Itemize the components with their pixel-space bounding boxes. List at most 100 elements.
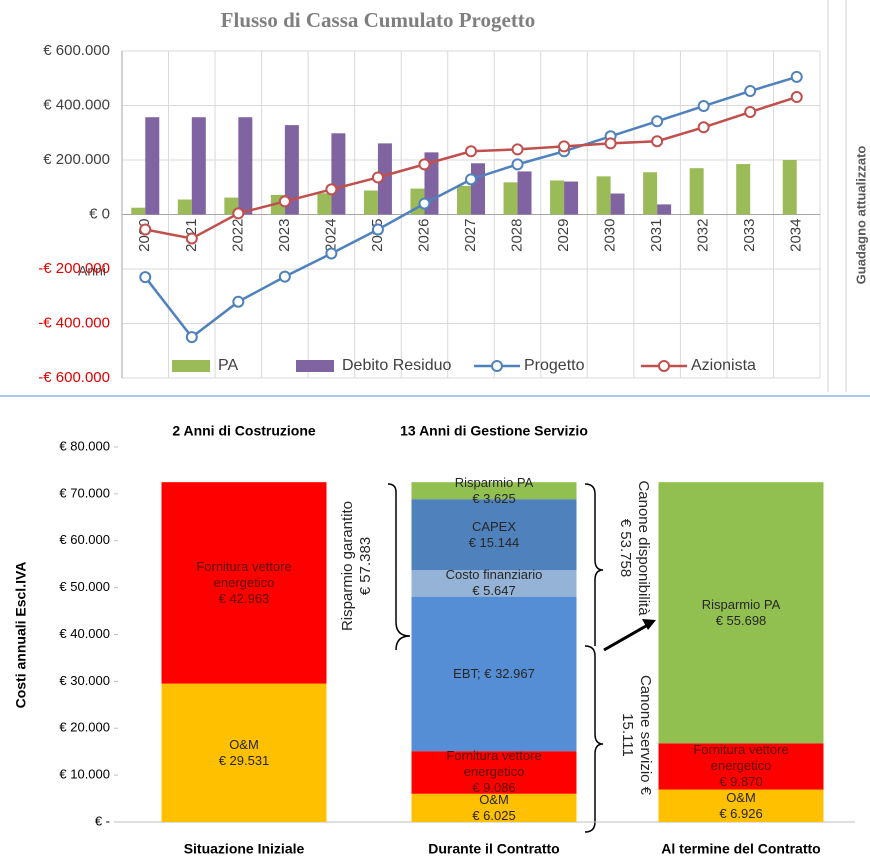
point (185, 331, 198, 344)
bar (471, 163, 485, 215)
y-tick-label: € 50.000 (59, 579, 110, 594)
segment-value: € 55.698 (715, 612, 767, 628)
legend-swatch (296, 360, 334, 372)
y-tick-label: € 0 (89, 205, 110, 222)
bar (238, 117, 253, 215)
bar (177, 199, 192, 215)
point (511, 143, 524, 156)
segment-value: € 29.531 (218, 752, 270, 768)
legend-label: Progetto (524, 357, 585, 374)
y-tick-label: € 600.000 (43, 42, 110, 59)
annotation: Risparmio garantito € 57.383 (339, 500, 374, 632)
column-header: 13 Anni di Gestione Servizio (400, 423, 588, 439)
bar (782, 160, 797, 215)
segment-label: Fornitura vettore energetico € 9.870 (666, 742, 816, 790)
bar (736, 164, 751, 215)
legend-label: Debito Residuo (342, 357, 452, 374)
x-tick-label: 2032 (695, 219, 712, 252)
segment-name: Risparmio PA (701, 596, 781, 612)
x-axis-label: Anni (78, 263, 106, 279)
point (744, 106, 757, 119)
arrow (603, 624, 647, 652)
bar (596, 176, 611, 215)
y-axis-label: Costi annuali Escl.IVA (13, 562, 29, 709)
annotation: Canone servizio € 15.111 (619, 674, 654, 796)
column-header: 2 Anni di Costruzione (172, 423, 316, 439)
y-tick-label: -€ 200.000 (38, 260, 110, 277)
x-tick-label: 2033 (741, 219, 758, 252)
point (465, 145, 477, 158)
segment-name: O&M (479, 791, 509, 807)
segment-value: € 15.144 (468, 534, 520, 550)
bar (131, 207, 146, 215)
segment-label: O&M € 6.025 (419, 792, 569, 824)
x-tick-label: 2022 (229, 219, 246, 252)
segment-name: O&M (229, 736, 259, 752)
x-tick-label: Durante il Contratto (428, 841, 559, 857)
side-axis-label: Guadagno attualizzato (853, 146, 868, 285)
bar (643, 172, 658, 215)
legend-label: Azionista (691, 357, 756, 374)
y-tick-label: € 10.000 (59, 767, 110, 782)
x-tick-label: 2031 (648, 219, 665, 252)
bar (317, 193, 332, 215)
segment-label: Fornitura vettore energetico € 9.086 (419, 748, 569, 796)
point (651, 115, 664, 128)
bar (610, 193, 625, 215)
bar (363, 190, 378, 215)
x-tick-label: 2034 (788, 219, 805, 252)
segment-name: Fornitura vettore energetico (196, 558, 292, 590)
bar-segment (658, 789, 824, 822)
bar-segment (161, 482, 327, 684)
point (790, 70, 803, 83)
segment-name: Fornitura vettore energetico (693, 742, 789, 774)
point (232, 207, 245, 220)
segment-value: ; € 32.967 (477, 665, 535, 681)
bar (657, 204, 672, 215)
x-tick-label: 2027 (462, 219, 479, 252)
bar-segment (411, 499, 577, 571)
point (278, 195, 291, 208)
bar (377, 143, 392, 215)
y-tick-label: -€ 600.000 (38, 369, 110, 386)
segment-name: Costo finanziario (445, 567, 543, 583)
bar (457, 185, 471, 215)
segment-name: Fornitura vettore energetico (446, 748, 542, 780)
bar-segment (658, 482, 824, 744)
segment-name: Risparmio PA (454, 474, 534, 490)
brace (387, 483, 411, 651)
y-tick-label: € 60.000 (59, 532, 110, 547)
point (604, 137, 617, 150)
legend-swatch (658, 360, 670, 372)
segment-value: € 3.625 (472, 490, 516, 506)
x-tick-label: 2023 (276, 219, 293, 252)
point (697, 100, 710, 113)
brace (584, 483, 604, 646)
annotation: Canone disponibilità € 53.758 (617, 480, 652, 616)
bar (517, 171, 532, 215)
point (325, 247, 338, 260)
x-tick-label: 2026 (415, 219, 432, 252)
y-tick-label: € 400.000 (43, 96, 110, 113)
point (232, 295, 245, 308)
bar (191, 117, 206, 215)
bar (550, 180, 565, 215)
point (697, 121, 710, 134)
segment-value: € 5.647 (472, 583, 516, 599)
segment-label: Costo finanziario € 5.647 (419, 567, 569, 599)
segment-label: CAPEX € 15.144 (419, 519, 569, 551)
segment-label: Fornitura vettore energetico € 42.963 (169, 559, 319, 607)
bar (503, 182, 518, 215)
segment-label: O&M € 29.531 (169, 737, 319, 769)
arrow-head (642, 619, 656, 630)
segment-name: EBT (453, 665, 477, 681)
point (790, 91, 803, 104)
bar (145, 117, 160, 215)
bar-segment (658, 743, 824, 790)
x-tick-label: 2030 (602, 219, 619, 252)
segment-label: Risparmio PA € 55.698 (666, 597, 816, 629)
segment-value: € 9.870 (719, 774, 763, 790)
segment-name: CAPEX (471, 518, 517, 534)
bar-segment (161, 683, 327, 822)
